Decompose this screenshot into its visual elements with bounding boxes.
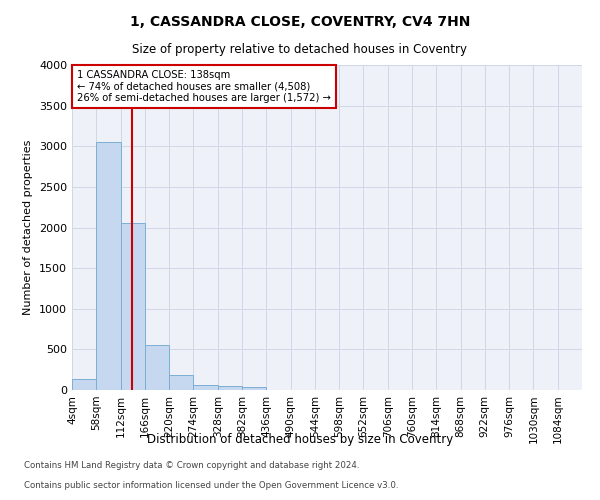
- Text: Contains public sector information licensed under the Open Government Licence v3: Contains public sector information licen…: [24, 481, 398, 490]
- Bar: [145, 345, 169, 390]
- Y-axis label: Number of detached properties: Number of detached properties: [23, 140, 34, 315]
- Bar: [193, 384, 218, 390]
- Bar: [121, 222, 145, 390]
- Bar: [218, 386, 242, 390]
- Bar: [72, 380, 96, 390]
- Text: 1 CASSANDRA CLOSE: 138sqm
← 74% of detached houses are smaller (4,508)
26% of se: 1 CASSANDRA CLOSE: 138sqm ← 74% of detac…: [77, 70, 331, 103]
- Bar: [96, 142, 121, 390]
- Text: Contains HM Land Registry data © Crown copyright and database right 2024.: Contains HM Land Registry data © Crown c…: [24, 461, 359, 470]
- Text: Size of property relative to detached houses in Coventry: Size of property relative to detached ho…: [133, 42, 467, 56]
- Text: Distribution of detached houses by size in Coventry: Distribution of detached houses by size …: [147, 432, 453, 446]
- Bar: [169, 375, 193, 390]
- Text: 1, CASSANDRA CLOSE, COVENTRY, CV4 7HN: 1, CASSANDRA CLOSE, COVENTRY, CV4 7HN: [130, 15, 470, 29]
- Bar: [242, 387, 266, 390]
